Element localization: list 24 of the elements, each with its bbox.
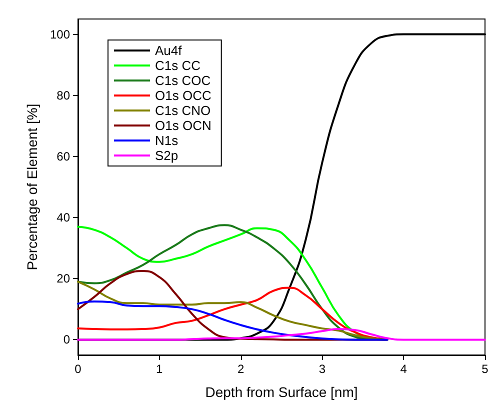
x-tick-label: 5 — [482, 362, 489, 376]
line-series — [77, 300, 388, 341]
legend-label: O1s OCC — [155, 88, 212, 103]
y-tick-label: 20 — [56, 272, 70, 286]
x-tick-label: 2 — [237, 362, 244, 376]
legend-label: C1s COC — [155, 73, 211, 88]
y-tick-label: 80 — [56, 88, 70, 102]
x-tick-label: 0 — [74, 362, 82, 376]
legend-label: C1s CC — [155, 58, 201, 73]
legend-label: Au4f — [155, 43, 182, 58]
line-series — [77, 328, 486, 341]
legend-label: C1s CNO — [155, 103, 211, 118]
x-axis-title: Depth from Surface [nm] — [205, 384, 358, 400]
legend-label: N1s — [155, 133, 179, 148]
legend-label: O1s OCN — [155, 118, 212, 133]
y-tick-label: 100 — [50, 27, 70, 42]
y-tick-label: 40 — [56, 210, 70, 225]
x-tick-label: 4 — [400, 362, 408, 376]
x-tick-label: 3 — [318, 362, 326, 376]
legend-label: S2p — [155, 148, 178, 163]
y-tick-label: 0 — [63, 332, 70, 347]
x-tick-label: 1 — [156, 362, 164, 376]
y-tick-label: 60 — [56, 149, 70, 164]
y-axis-title: Percentage of Element [%] — [24, 104, 40, 270]
